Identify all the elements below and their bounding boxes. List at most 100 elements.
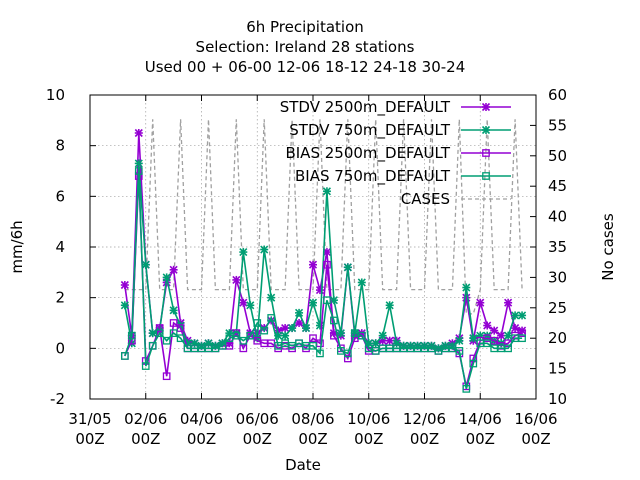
data-point — [169, 329, 178, 337]
y-tick-label: 6 — [55, 187, 65, 205]
data-point — [511, 324, 520, 333]
x-tick-label-date: 02/06 — [124, 410, 167, 428]
data-point — [385, 301, 394, 310]
x-tick-label-date: 12/06 — [403, 410, 446, 428]
x-tick-label-hour: 00Z — [466, 430, 495, 448]
data-point — [316, 349, 324, 358]
data-point — [323, 296, 331, 305]
data-point — [309, 334, 317, 343]
data-point — [169, 306, 178, 315]
title-line-1: 6h Precipitation — [246, 18, 364, 36]
data-point — [322, 187, 332, 196]
data-point — [253, 334, 262, 343]
x-tick-label-date: 06/06 — [236, 410, 279, 428]
data-point — [148, 341, 157, 350]
data-point — [148, 329, 157, 338]
y-tick-label: 0 — [55, 339, 65, 357]
x-tick-label-date: 16/06 — [514, 410, 557, 428]
data-point — [232, 331, 241, 340]
data-point — [462, 283, 471, 292]
data-point — [517, 311, 527, 320]
x-tick-label-hour: 00Z — [75, 430, 104, 448]
data-point — [120, 280, 129, 290]
data-point — [155, 329, 164, 337]
data-point — [162, 273, 171, 282]
data-point — [504, 344, 512, 353]
data-point — [239, 248, 248, 257]
data-point — [120, 301, 129, 310]
data-point — [141, 260, 150, 269]
data-point — [176, 324, 185, 332]
data-point — [246, 301, 255, 310]
data-point — [267, 293, 276, 302]
y2-tick-label: 45 — [548, 177, 567, 195]
data-point — [490, 326, 499, 335]
y2-tick-label: 30 — [548, 268, 567, 286]
y2-tick-label: 10 — [548, 390, 567, 408]
legend-entry: CASES — [401, 190, 511, 208]
y2-tick-label: 60 — [548, 86, 567, 104]
y2-axis-label: No cases — [599, 213, 617, 281]
data-point — [323, 260, 331, 269]
x-tick-label-date: 08/06 — [291, 410, 334, 428]
data-point — [504, 331, 513, 340]
y-axis-label: mm/6h — [8, 220, 26, 273]
legend-label: STDV 750m_DEFAULT — [289, 121, 451, 140]
y2-tick-label: 50 — [548, 147, 567, 165]
x-tick-label-hour: 00Z — [521, 430, 550, 448]
x-tick-label-date: 04/06 — [180, 410, 223, 428]
legend-label: BIAS 2500m_DEFAULT — [285, 144, 450, 163]
axis-ticks: 31/05 00Z 02/06 00Z 04/06 00Z 06/06 00Z 08/06 00Z… — [46, 86, 567, 448]
x-tick-label-hour: 00Z — [410, 430, 439, 448]
y2-tick-label: 35 — [548, 238, 567, 256]
data-point — [518, 334, 526, 343]
data-point — [308, 298, 318, 307]
data-point — [127, 331, 136, 340]
data-point — [301, 324, 311, 333]
y2-tick-label: 40 — [548, 208, 567, 226]
data-point — [343, 263, 352, 272]
data-point — [162, 372, 171, 381]
data-point — [330, 316, 338, 325]
data-point — [155, 324, 164, 332]
data-point — [232, 275, 241, 284]
data-point — [294, 308, 304, 317]
data-point — [469, 359, 478, 368]
data-point — [483, 339, 492, 348]
x-tick-label-date: 31/05 — [68, 410, 111, 428]
data-point — [169, 319, 178, 327]
series-stdv-2500m-default — [120, 128, 527, 353]
data-point — [315, 286, 325, 295]
data-point — [497, 331, 506, 340]
x-tick-label-hour: 00Z — [298, 430, 327, 448]
data-point — [162, 336, 171, 345]
data-point — [309, 341, 317, 350]
data-point — [336, 329, 345, 338]
data-point — [267, 314, 276, 322]
data-point — [385, 336, 394, 345]
data-point — [246, 331, 255, 340]
x-tick-label-date: 10/06 — [347, 410, 390, 428]
y2-tick-label: 20 — [548, 329, 567, 347]
y-tick-label: 8 — [55, 137, 65, 155]
y2-tick-label: 55 — [548, 116, 567, 134]
series-layer — [120, 119, 527, 393]
legend: STDV 2500m_DEFAULT STDV 750m_DEFAULT BIAS … — [280, 98, 511, 208]
x-tick-label-date: 14/06 — [459, 410, 502, 428]
legend-entry: BIAS 750m_DEFAULT — [295, 167, 511, 186]
data-point — [511, 311, 520, 320]
y2-tick-label: 15 — [548, 360, 567, 378]
legend-marker — [482, 149, 490, 157]
data-point — [239, 336, 248, 345]
data-point — [308, 260, 318, 269]
data-point — [281, 324, 290, 333]
data-point — [294, 318, 304, 328]
data-point — [134, 159, 143, 168]
data-point — [455, 336, 464, 345]
data-point — [343, 354, 352, 363]
data-point — [134, 167, 143, 175]
x-tick-label-hour: 00Z — [131, 430, 160, 448]
title-line-2: Selection: Ireland 28 stations — [196, 38, 415, 56]
data-point — [218, 341, 227, 350]
